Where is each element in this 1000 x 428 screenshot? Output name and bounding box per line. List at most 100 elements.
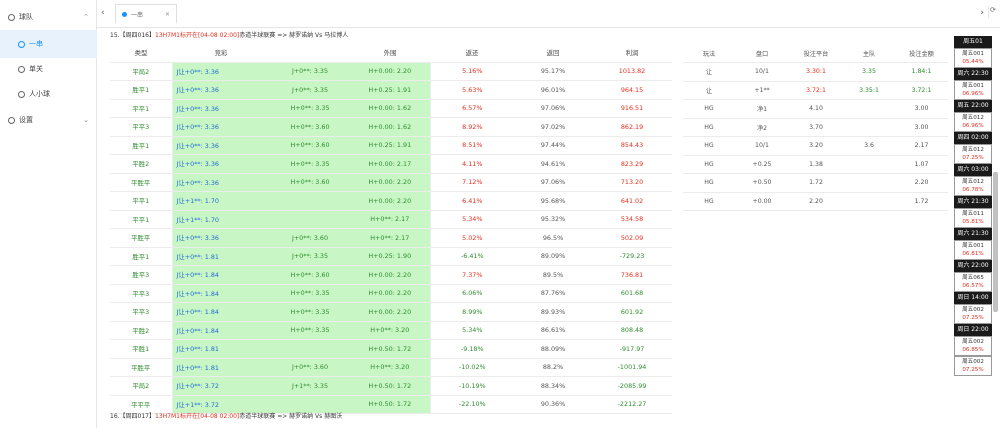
table-cell: H+0.00: 2.20 — [350, 265, 431, 285]
close-icon[interactable]: ✕ — [164, 10, 170, 18]
col-header: 投注金额 — [895, 44, 948, 63]
table-row: 平局2 J让+0**: 3.72 J+1**: 3.35 H+0.50: 1.72 -1… — [110, 376, 672, 396]
table-cell: 601.92 — [592, 302, 672, 322]
scrollbar[interactable] — [993, 172, 998, 312]
table-cell: -2212.27 — [592, 395, 672, 414]
schedule-card[interactable]: 周五012 07.25% — [954, 144, 992, 164]
schedule-card[interactable]: 周五065 06.57% — [954, 272, 992, 292]
sidebar-item-settings[interactable]: 设置 ⌄ — [0, 106, 97, 134]
schedule-time-badge: 周五 22:00 — [954, 100, 992, 112]
match-prefix: 16.【周四017】 — [110, 413, 155, 420]
table-cell: J让+1**: 3.72 — [171, 395, 270, 414]
sidebar-item-team[interactable]: 球队 ⌃ — [0, 3, 97, 31]
table-cell: H+0**: 3.60 — [270, 136, 350, 155]
schedule-card[interactable]: 周五002 07.25% — [954, 304, 992, 324]
gear-icon — [8, 116, 15, 124]
table-cell: J+0**: 3.35 — [270, 80, 350, 100]
main-table: 类型 竞彩 外围 返还 返回 利润 平局2 J让+0**: 3.36 J+0**: … — [110, 44, 672, 414]
chevron-up-icon: ⌃ — [83, 13, 89, 21]
schedule-card[interactable]: 周五001 05.44% — [954, 48, 992, 68]
schedule-rate: 06.85% — [962, 347, 984, 353]
side-table-cell: 3.6 — [843, 136, 895, 156]
tab-next-button[interactable]: › — [980, 8, 984, 18]
side-table-cell: 净1 — [735, 99, 789, 119]
col-header: 利润 — [592, 44, 672, 63]
table-cell: 平胜平 — [110, 173, 172, 192]
schedule-card[interactable]: 周五012 06.78% — [954, 176, 992, 196]
schedule-card[interactable]: 周五001 06.96% — [954, 80, 992, 100]
table-cell: J让+1**: 1.70 — [171, 210, 270, 229]
table-row: 平平3 J让+0**: 1.84 H+0**: 3.35 H+0.00: 2.20 8.… — [110, 302, 672, 322]
col-header: 返回 — [514, 44, 592, 63]
sidebar-item-parlay[interactable]: 一串 — [0, 30, 97, 58]
side-table-cell: HG — [683, 155, 735, 174]
table-cell: -729.23 — [592, 247, 672, 266]
table-cell: 平平1 — [110, 210, 172, 229]
table-cell: H+0.50: 1.72 — [350, 376, 431, 396]
table-cell: H+0.00: 2.20 — [350, 302, 431, 322]
table-cell: H+0.00: 1.62 — [350, 117, 431, 137]
side-table-cell: 3.30:1 — [789, 62, 843, 82]
schedule-match-code: 周五001 — [962, 243, 984, 249]
schedule-card[interactable]: 周五011 05.81% — [954, 208, 992, 228]
table-cell: 胜平1 — [110, 247, 172, 266]
side-table-cell: 净2 — [735, 118, 789, 137]
schedule-time-badge: 周四 02:00 — [954, 132, 992, 144]
col-header: 返还 — [430, 44, 514, 63]
side-table-cell: 1.07 — [895, 155, 948, 174]
table-cell: 862.19 — [592, 117, 672, 137]
side-table-cell: 1.84:1 — [895, 62, 948, 82]
col-header: 盘口 — [735, 44, 789, 63]
schedule-card[interactable]: 周五002 06.85% — [954, 336, 992, 356]
side-table-cell: 1.72 — [789, 173, 843, 193]
sidebar-item-total-goals[interactable]: 人小球 — [0, 80, 97, 108]
table-cell: 88.09% — [514, 339, 592, 359]
table-cell: 平胜1 — [110, 339, 172, 359]
table-row: 平局2 J让+0**: 3.36 J+0**: 3.35 H+0.00: 2.20 5.… — [110, 62, 672, 81]
schedule-card[interactable]: 周五001 06.81% — [954, 240, 992, 260]
table-row: 平平3 J让+0**: 3.36 H+0**: 3.60 H+0.00: 1.62 8.… — [110, 117, 672, 137]
side-table-row: 让 10/1 3.30:1 3.35 1.84:1 — [683, 62, 948, 82]
schedule-rate: 07.25% — [962, 367, 984, 373]
table-cell: J+1**: 3.35 — [270, 376, 350, 396]
table-row: 胜平1 J让+0**: 1.81 J+0**: 3.35 H+0.25: 1.90 -6… — [110, 247, 672, 266]
schedule-card[interactable]: 周五002 07.25% — [954, 356, 992, 376]
circle-icon — [18, 40, 25, 48]
side-table-cell: 2.20 — [789, 192, 843, 211]
table-row: 胜平1 J让+0**: 3.36 J+0**: 3.35 H+0.25: 1.91 5.… — [110, 80, 672, 100]
refresh-icon[interactable]: ⟳ — [988, 6, 998, 18]
table-header-row: 类型 竞彩 外围 返还 返回 利润 — [110, 44, 672, 63]
table-cell: 502.09 — [592, 228, 672, 248]
table-cell: 6.41% — [430, 191, 514, 211]
table-cell: -10.02% — [430, 358, 514, 377]
table-cell: 8.92% — [430, 117, 514, 137]
col-header: 外围 — [350, 44, 430, 63]
table-cell: 964.15 — [592, 80, 672, 100]
table-cell: 97.02% — [514, 117, 592, 137]
col-header: 投注平台 — [789, 44, 843, 63]
table-cell: 平平3 — [110, 117, 172, 137]
table-cell: J让+0**: 3.36 — [171, 117, 270, 137]
table-cell: 86.61% — [514, 321, 592, 340]
sidebar-item-single[interactable]: 单关 — [0, 55, 97, 83]
tab-prev-button[interactable]: ‹ — [101, 8, 105, 18]
match-teams: 赤道半球联赛 => 赫罗诺纳 Vs 马拉博人 — [239, 32, 349, 39]
table-cell: J让+0**: 1.84 — [171, 302, 270, 322]
side-table-cell: 3.35:1 — [843, 81, 895, 100]
sidebar-item-label: 单关 — [29, 65, 43, 73]
table-cell: -917.97 — [592, 339, 672, 359]
table-row: 平胜2 J让+0**: 1.84 H+0**: 3.35 H+0**: 3.20 5.3… — [110, 321, 672, 340]
table-cell: H+0**: 2.17 — [350, 228, 431, 248]
schedule-rate: 06.81% — [962, 251, 984, 257]
col-header: 玩法 — [683, 44, 735, 63]
tab-parlay[interactable]: 一串 ✕ — [115, 4, 177, 23]
table-row: 平胜平 J让+0**: 3.36 J+0**: 3.60 H+0**: 2.17 5.0… — [110, 228, 672, 248]
side-table-cell: +0.25 — [735, 155, 789, 174]
table-cell: 平平3 — [110, 302, 172, 322]
schedule-card[interactable]: 周五012 06.96% — [954, 112, 992, 132]
side-table-cell: 2.17 — [895, 136, 948, 156]
table-cell: -22.10% — [430, 395, 514, 414]
side-table-row: 让 +1** 3.72:1 3.35:1 3.72:1 — [683, 81, 948, 100]
side-table-cell: 3.20 — [789, 136, 843, 156]
side-table-cell: 3.00 — [895, 118, 948, 137]
